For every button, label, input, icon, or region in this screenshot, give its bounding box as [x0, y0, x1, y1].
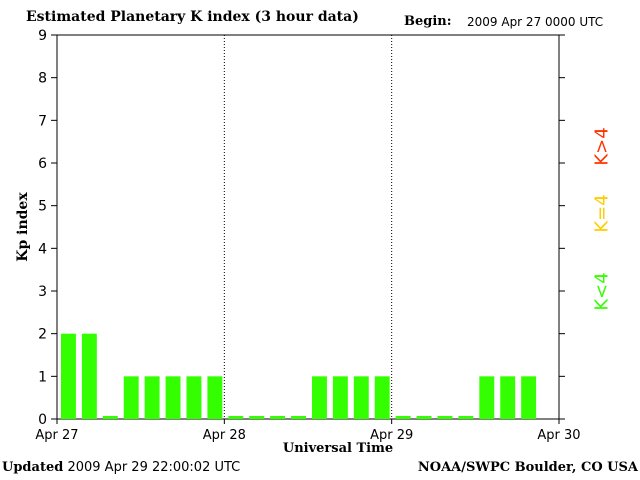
kp-bar — [186, 376, 202, 419]
legend-k-less-4: K<4 — [591, 272, 613, 311]
begin-value: 2009 Apr 27 0000 UTC — [467, 15, 604, 29]
kp-bar — [395, 416, 411, 419]
updated-timestamp: 2009 Apr 29 22:00:02 UTC — [67, 460, 241, 475]
kp-bar — [458, 416, 474, 419]
kp-bar — [228, 416, 244, 419]
x-tick-label: Apr 28 — [203, 428, 246, 443]
kp-bar — [165, 376, 181, 419]
kp-bar — [332, 376, 348, 419]
kp-bar — [144, 376, 160, 419]
kp-bar — [521, 376, 537, 419]
y-axis-label: Kp index — [15, 192, 31, 262]
kp-bar — [479, 376, 495, 419]
kp-bar — [270, 416, 286, 419]
updated-line: Updated 2009 Apr 29 22:00:02 UTC — [2, 460, 240, 475]
kp-bar — [123, 376, 139, 419]
y-tick-label: 9 — [38, 28, 47, 44]
updated-label: Updated — [2, 460, 64, 475]
source-credit: NOAA/SWPC Boulder, CO USA — [417, 460, 638, 475]
y-tick-label: 8 — [38, 71, 47, 87]
kp-bar — [353, 376, 369, 419]
y-tick-label: 2 — [38, 327, 47, 343]
y-tick-label: 5 — [38, 199, 47, 215]
kp-bar — [416, 416, 432, 419]
begin-label: Begin: — [404, 14, 452, 29]
kp-bar — [81, 333, 97, 419]
legend-k-equal-4: K=4 — [591, 194, 613, 233]
y-tick-label: 3 — [38, 284, 47, 300]
kp-bar — [207, 376, 223, 419]
kp-bar — [102, 416, 118, 419]
x-tick-label: Apr 27 — [35, 428, 78, 443]
kp-bar — [437, 416, 453, 419]
chart-title: Estimated Planetary K index (3 hour data… — [26, 9, 359, 25]
kp-bar — [312, 376, 327, 419]
y-tick-label: 7 — [38, 113, 47, 129]
legend-k-greater-4: K>4 — [591, 127, 613, 166]
kp-bar — [291, 416, 306, 419]
y-tick-label: 1 — [38, 369, 47, 385]
kp-bar — [249, 416, 265, 419]
x-tick-label: Apr 30 — [537, 428, 580, 443]
y-tick-label: 4 — [38, 241, 47, 257]
kp-bar — [374, 376, 390, 419]
x-axis-label: Universal Time — [283, 441, 393, 456]
y-tick-label: 0 — [38, 412, 47, 428]
kp-bar — [500, 376, 516, 419]
plot-frame — [56, 34, 560, 420]
y-tick-label: 6 — [38, 156, 47, 172]
kp-bar — [61, 333, 76, 419]
x-tick-label: Apr 29 — [370, 428, 413, 443]
